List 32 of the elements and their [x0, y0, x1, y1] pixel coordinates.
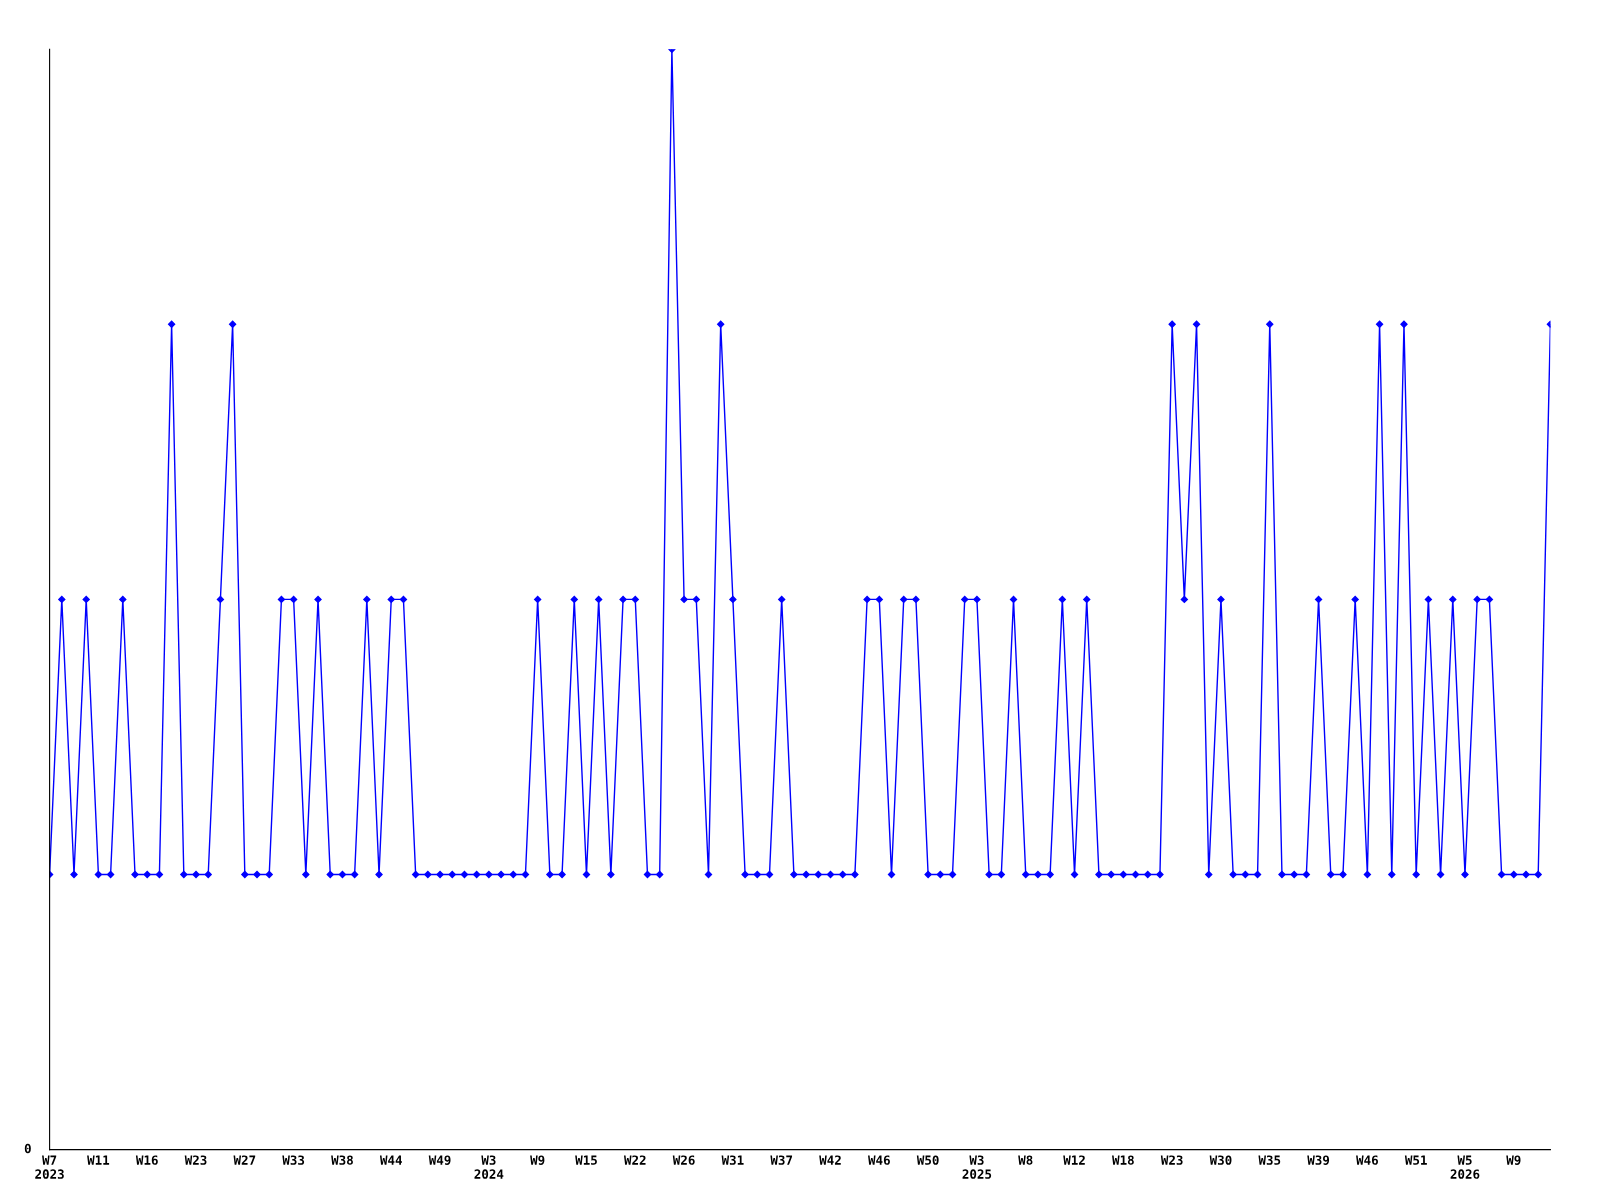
x-tick-label: W49	[428, 1155, 451, 1165]
x-tick-label: W15	[575, 1155, 597, 1165]
x-tick-label: W50	[916, 1155, 939, 1165]
x-tick-label: W42	[819, 1155, 841, 1165]
x-tick-label: W37	[770, 1155, 793, 1165]
x-tick-label: W5 2026	[1450, 1155, 1480, 1179]
x-tick-label: W9	[530, 1155, 545, 1165]
x-tick-label: W26	[672, 1155, 695, 1165]
x-tick-label: W9	[1506, 1155, 1521, 1165]
x-tick-label: W38	[331, 1155, 353, 1165]
x-tick-label: W46	[1356, 1155, 1378, 1165]
x-tick-label: W23	[1160, 1155, 1183, 1165]
x-tick-label: W44	[379, 1155, 402, 1165]
x-tick-label: W12	[1063, 1155, 1085, 1165]
x-tick-label: W31	[721, 1155, 744, 1165]
x-tick-label: W7 2023	[35, 1155, 64, 1179]
x-tick-label: W27	[233, 1155, 256, 1165]
x-tick-label: W3 2025	[962, 1155, 992, 1179]
x-tick-label: W22	[623, 1155, 646, 1165]
text: 0	[24, 1143, 31, 1154]
x-tick-label: W8	[1018, 1155, 1033, 1165]
x-tick-label: W16	[135, 1155, 158, 1165]
x-tick-label: W18	[1112, 1155, 1134, 1165]
x-tick-label: W30	[1209, 1155, 1232, 1165]
x-tick-label: W35	[1258, 1155, 1281, 1165]
x-tick-label: W33	[282, 1155, 305, 1165]
x-tick-label: W11	[87, 1155, 110, 1165]
x-tick-label: W39	[1307, 1155, 1330, 1165]
x-tick-label: W51	[1404, 1155, 1427, 1165]
x-tick-label: W3 2024	[474, 1155, 504, 1179]
x-tick-label: W23	[184, 1155, 207, 1165]
x-tick-label: W46	[868, 1155, 890, 1165]
